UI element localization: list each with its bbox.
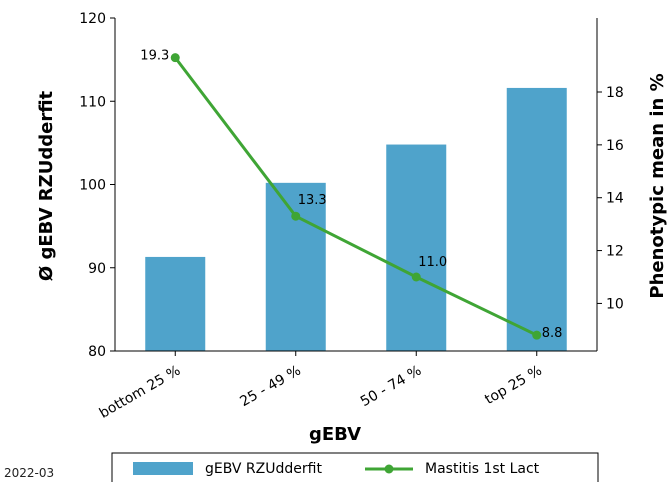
bar-1 (265, 182, 326, 351)
mastitis-point-0 (170, 53, 180, 63)
bar-3 (506, 87, 567, 352)
y-tick-label-1: 90 (88, 261, 106, 277)
x-tick-label-2: 50 - 74 % (358, 363, 424, 411)
bars-group (145, 87, 567, 352)
legend-label-line: Mastitis 1st Lact (425, 461, 540, 477)
y-tick-label-2: 100 (79, 178, 106, 194)
y2-tick-label-2: 14 (606, 191, 624, 207)
y2-tick-label-1: 12 (606, 244, 624, 260)
y2-tick-label-0: 10 (606, 296, 624, 312)
x-tick-label-3: top 25 % (482, 363, 545, 408)
mastitis-point-1 (291, 211, 301, 221)
line-series-group: 19.3 13.3 11.0 8.8 (140, 49, 563, 341)
y-tick-label-3: 110 (79, 94, 106, 110)
legend-label-bar: gEBV RZUdderfit (205, 461, 322, 477)
y-tick-label-0: 80 (88, 344, 106, 360)
mastitis-point-2 (411, 272, 421, 282)
mastitis-data-label-0: 19.3 (140, 49, 169, 64)
y2-axis-title: Phenotypic mean in % (647, 73, 667, 298)
x-tick-label-1: 25 - 49 % (237, 363, 303, 411)
footer-date: 2022-03 (4, 466, 55, 480)
mastitis-point-3 (532, 330, 542, 340)
y-tick-label-4: 120 (79, 11, 106, 27)
mastitis-data-label-1: 13.3 (298, 193, 327, 208)
legend-swatch-bar (133, 462, 193, 475)
bar-0 (145, 256, 206, 351)
legend: gEBV RZUdderfit Mastitis 1st Lact (111, 452, 599, 482)
mastitis-data-label-3: 8.8 (542, 326, 563, 341)
x-axis-title: gEBV (309, 424, 361, 445)
y2-tick-label-4: 18 (606, 85, 624, 101)
bar-2 (386, 144, 447, 351)
y-axis-title: Ø gEBV RZUdderfit (36, 90, 57, 281)
mastitis-line (174, 56, 538, 337)
legend-swatch-marker (384, 464, 394, 474)
mastitis-data-label-2: 11.0 (418, 255, 447, 270)
x-tick-label-0: bottom 25 % (97, 363, 184, 422)
y2-tick-label-3: 16 (606, 138, 624, 154)
